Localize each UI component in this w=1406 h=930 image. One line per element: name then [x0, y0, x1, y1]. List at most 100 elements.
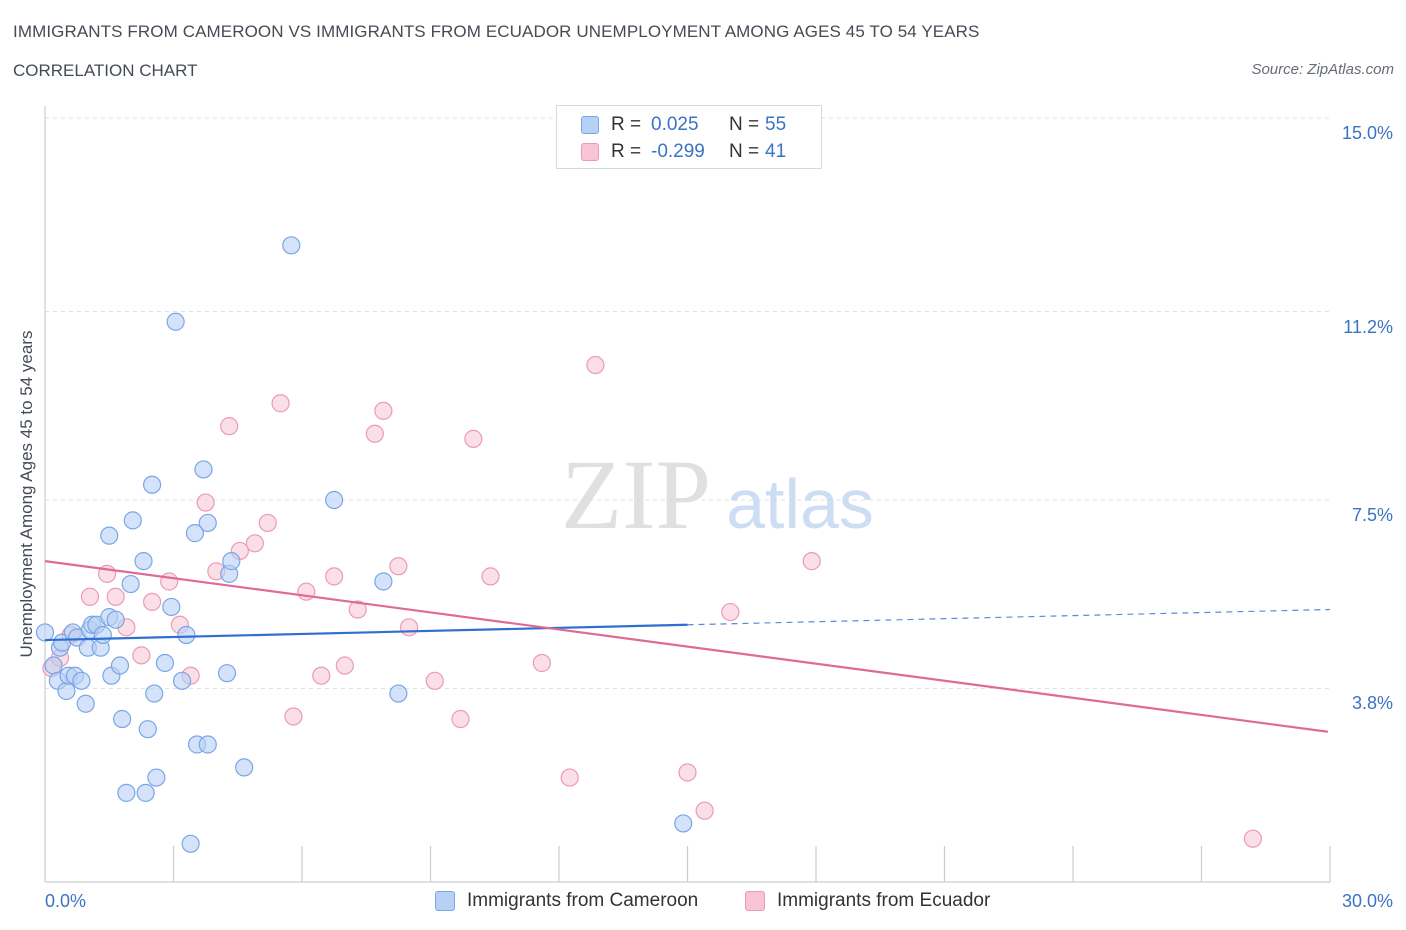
- cameroon-point-23: [112, 709, 132, 729]
- gridlines: [45, 117, 1330, 689]
- trend-lines: [44, 560, 1331, 733]
- y-axis-label: Unemployment Among Ages 45 to 54 years: [17, 330, 36, 658]
- ecuador-point-35: [586, 355, 605, 375]
- n-label: N =: [729, 114, 760, 135]
- cameroon-point-5: [57, 681, 76, 701]
- cameroon-point-51: [389, 684, 408, 703]
- y-tick-label-0: 3.8%: [1351, 693, 1393, 714]
- cameroon-point-11: [76, 694, 95, 713]
- cameroon-point-1: [44, 656, 63, 675]
- ecuador-point-5: [106, 587, 125, 606]
- cameroon-point-40: [194, 460, 213, 479]
- legend-row-cameroon: R = 0.025 N = 55: [581, 113, 786, 137]
- y-tick-label-3: 15.0%: [1341, 123, 1393, 143]
- chart-subtitle: CORRELATION CHART: [13, 61, 198, 80]
- ecuador-point-28: [399, 618, 419, 637]
- cameroon-point-22: [110, 656, 130, 675]
- cameroon-point-36: [172, 671, 192, 690]
- cameroon-point-42: [198, 513, 217, 533]
- watermark-atlas: atlas: [726, 465, 874, 543]
- cameroon-point-34: [162, 597, 181, 617]
- cameroon-point-17: [93, 625, 112, 645]
- cameroon-point-0: [35, 623, 55, 642]
- cameroon-point-38: [181, 834, 200, 853]
- ecuador-point-23: [335, 656, 354, 675]
- cameroon-point-41: [198, 735, 217, 754]
- ecuador-point-39: [802, 552, 821, 571]
- cameroon-point-33: [155, 653, 175, 673]
- x-tick-label-min: 0.0%: [45, 891, 87, 911]
- legend-item-cameroon[interactable]: Immigrants from Cameroon: [435, 890, 698, 912]
- cameroon-point-37: [177, 625, 196, 645]
- ecuador-swatch: [581, 143, 599, 161]
- ecuador-point-21: [312, 666, 331, 685]
- ecuador-point-18: [271, 394, 290, 413]
- watermark: ZIP atlas: [561, 439, 874, 550]
- chart-title: IMMIGRANTS FROM CAMEROON VS IMMIGRANTS F…: [13, 22, 980, 41]
- correlation-legend: R = 0.025 N = 55 R = -0.299 N = 41: [556, 105, 822, 169]
- ecuador-point-8: [142, 592, 162, 611]
- legend-row-ecuador: R = -0.299 N = 41: [581, 140, 786, 164]
- cameroon-trend-extension: [687, 608, 1331, 626]
- cameroon-point-49: [325, 490, 344, 510]
- cameroon-point-47: [235, 758, 254, 777]
- cameroon-point-48: [282, 236, 301, 255]
- source-credit: Source: ZipAtlas.com: [1251, 61, 1394, 78]
- ecuador-point-27: [389, 557, 408, 576]
- cameroon-point-46: [222, 552, 241, 571]
- n-value-cameroon: 55: [765, 114, 787, 135]
- legend-label-cameroon: Immigrants from Cameroon: [467, 890, 699, 911]
- ecuador-point-32: [481, 567, 500, 586]
- ecuador-point-9: [160, 572, 179, 591]
- cameroon-legend-swatch: [435, 891, 455, 911]
- ecuador-point-19: [284, 707, 303, 726]
- n-value-ecuador: 41: [765, 141, 787, 162]
- cameroon-point-10: [72, 671, 91, 690]
- r-value-ecuador: -0.299: [651, 141, 705, 162]
- ecuador-point-40: [1243, 829, 1263, 848]
- ecuador-point-17: [258, 513, 277, 533]
- ecuador-point-36: [678, 763, 697, 782]
- cameroon-trend-line: [44, 623, 688, 642]
- ecuador-point-33: [532, 653, 551, 673]
- legend-label-ecuador: Immigrants from Ecuador: [777, 890, 991, 911]
- ecuador-trend-line: [44, 560, 1329, 733]
- cameroon-point-44: [217, 664, 237, 683]
- cameroon-point-26: [123, 511, 142, 530]
- ecuador-point-25: [365, 424, 384, 443]
- ecuador-point-7: [132, 646, 151, 665]
- cameroon-point-19: [100, 526, 119, 545]
- cameroon-point-29: [138, 720, 157, 739]
- cameroon-point-25: [121, 574, 140, 594]
- cameroon-point-27: [134, 552, 153, 571]
- cameroon-point-31: [145, 684, 164, 703]
- series-ecuador-points: [42, 355, 1263, 848]
- ecuador-point-14: [220, 417, 239, 436]
- cameroon-point-24: [117, 783, 136, 802]
- series-legend: Immigrants from Cameroon Immigrants from…: [0, 890, 1406, 914]
- ecuador-point-29: [425, 671, 444, 690]
- ecuador-point-30: [451, 709, 470, 729]
- ecuador-legend-swatch: [745, 891, 765, 911]
- cameroon-point-35: [166, 312, 185, 331]
- series-cameroon-points: [35, 236, 693, 853]
- ecuador-point-26: [374, 401, 393, 420]
- x-tick-label-max: 30.0%: [1341, 891, 1393, 911]
- axes: [44, 106, 1331, 883]
- y-tick-label-1: 7.5%: [1351, 505, 1393, 525]
- cameroon-point-52: [674, 814, 693, 833]
- cameroon-point-30: [142, 475, 162, 494]
- ecuador-point-12: [196, 493, 215, 512]
- ecuador-point-37: [695, 801, 714, 820]
- cameroon-point-28: [136, 783, 155, 802]
- legend-item-ecuador[interactable]: Immigrants from Ecuador: [745, 890, 990, 912]
- n-label: N =: [729, 141, 760, 162]
- ecuador-point-34: [560, 768, 579, 787]
- cameroon-point-50: [374, 572, 393, 591]
- cameroon-point-32: [147, 768, 166, 787]
- y-tick-label-2: 11.2%: [1343, 316, 1393, 337]
- ecuador-point-3: [80, 587, 100, 606]
- cameroon-point-21: [106, 610, 125, 629]
- r-value-cameroon: 0.025: [651, 114, 699, 135]
